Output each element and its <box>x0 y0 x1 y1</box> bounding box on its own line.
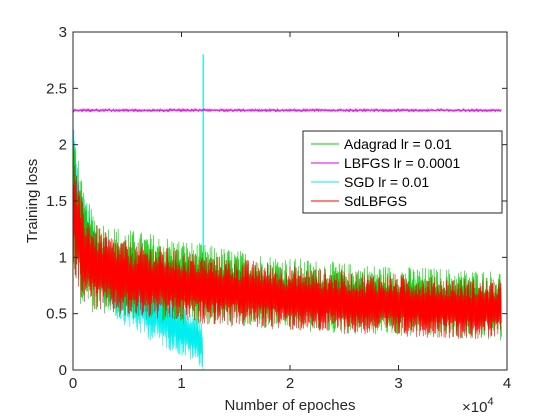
y-tick-label: 1 <box>59 249 67 266</box>
y-tick-label: 2.5 <box>46 80 67 97</box>
y-tick-label: 0.5 <box>46 306 67 323</box>
series-lbfgs <box>73 108 502 113</box>
series-lbfgs-line <box>73 108 502 113</box>
x-tick-label: 4 <box>503 375 511 392</box>
legend-box <box>302 130 503 214</box>
y-tick-label: 2 <box>59 137 67 154</box>
series-sdlbfgs <box>73 166 502 340</box>
x-axis-label: Number of epoches <box>225 397 356 414</box>
legend: Adagrad lr = 0.01 LBFGS lr = 0.0001 SGD lr… <box>302 130 503 214</box>
x-axis-multiplier-base: ×10 <box>462 399 487 416</box>
legend-entry-label: SGD lr = 0.01 <box>344 174 429 190</box>
legend-entry-label: Adagrad lr = 0.01 <box>344 136 452 152</box>
x-axis-multiplier-exponent: 4 <box>487 396 493 408</box>
legend-entry-label: LBFGS lr = 0.0001 <box>344 155 461 171</box>
y-tick-label: 1.5 <box>46 193 67 210</box>
y-tick-label: 3 <box>59 24 67 41</box>
legend-entry-label: SdLBFGS <box>344 193 407 209</box>
x-tick-label: 2 <box>286 375 294 392</box>
y-tick-label: 0 <box>59 362 67 379</box>
x-tick-label: 1 <box>177 375 185 392</box>
x-axis-multiplier: ×104 <box>462 396 494 416</box>
axis-ticks: 0 1 2 3 4 0 0.5 1 1.5 2 2.5 3 <box>46 24 511 392</box>
series-sdlbfgs-line <box>73 166 502 340</box>
x-tick-label: 3 <box>394 375 402 392</box>
x-tick-label: 0 <box>69 375 77 392</box>
y-axis-label: Training loss <box>24 159 41 243</box>
